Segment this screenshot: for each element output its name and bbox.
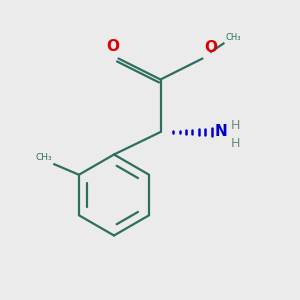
Text: CH₃: CH₃ (225, 33, 241, 42)
Text: H: H (231, 137, 240, 150)
Text: H: H (231, 119, 240, 132)
Text: N: N (214, 124, 227, 140)
Text: O: O (106, 39, 120, 54)
Text: O: O (204, 40, 217, 55)
Text: CH₃: CH₃ (35, 153, 52, 162)
